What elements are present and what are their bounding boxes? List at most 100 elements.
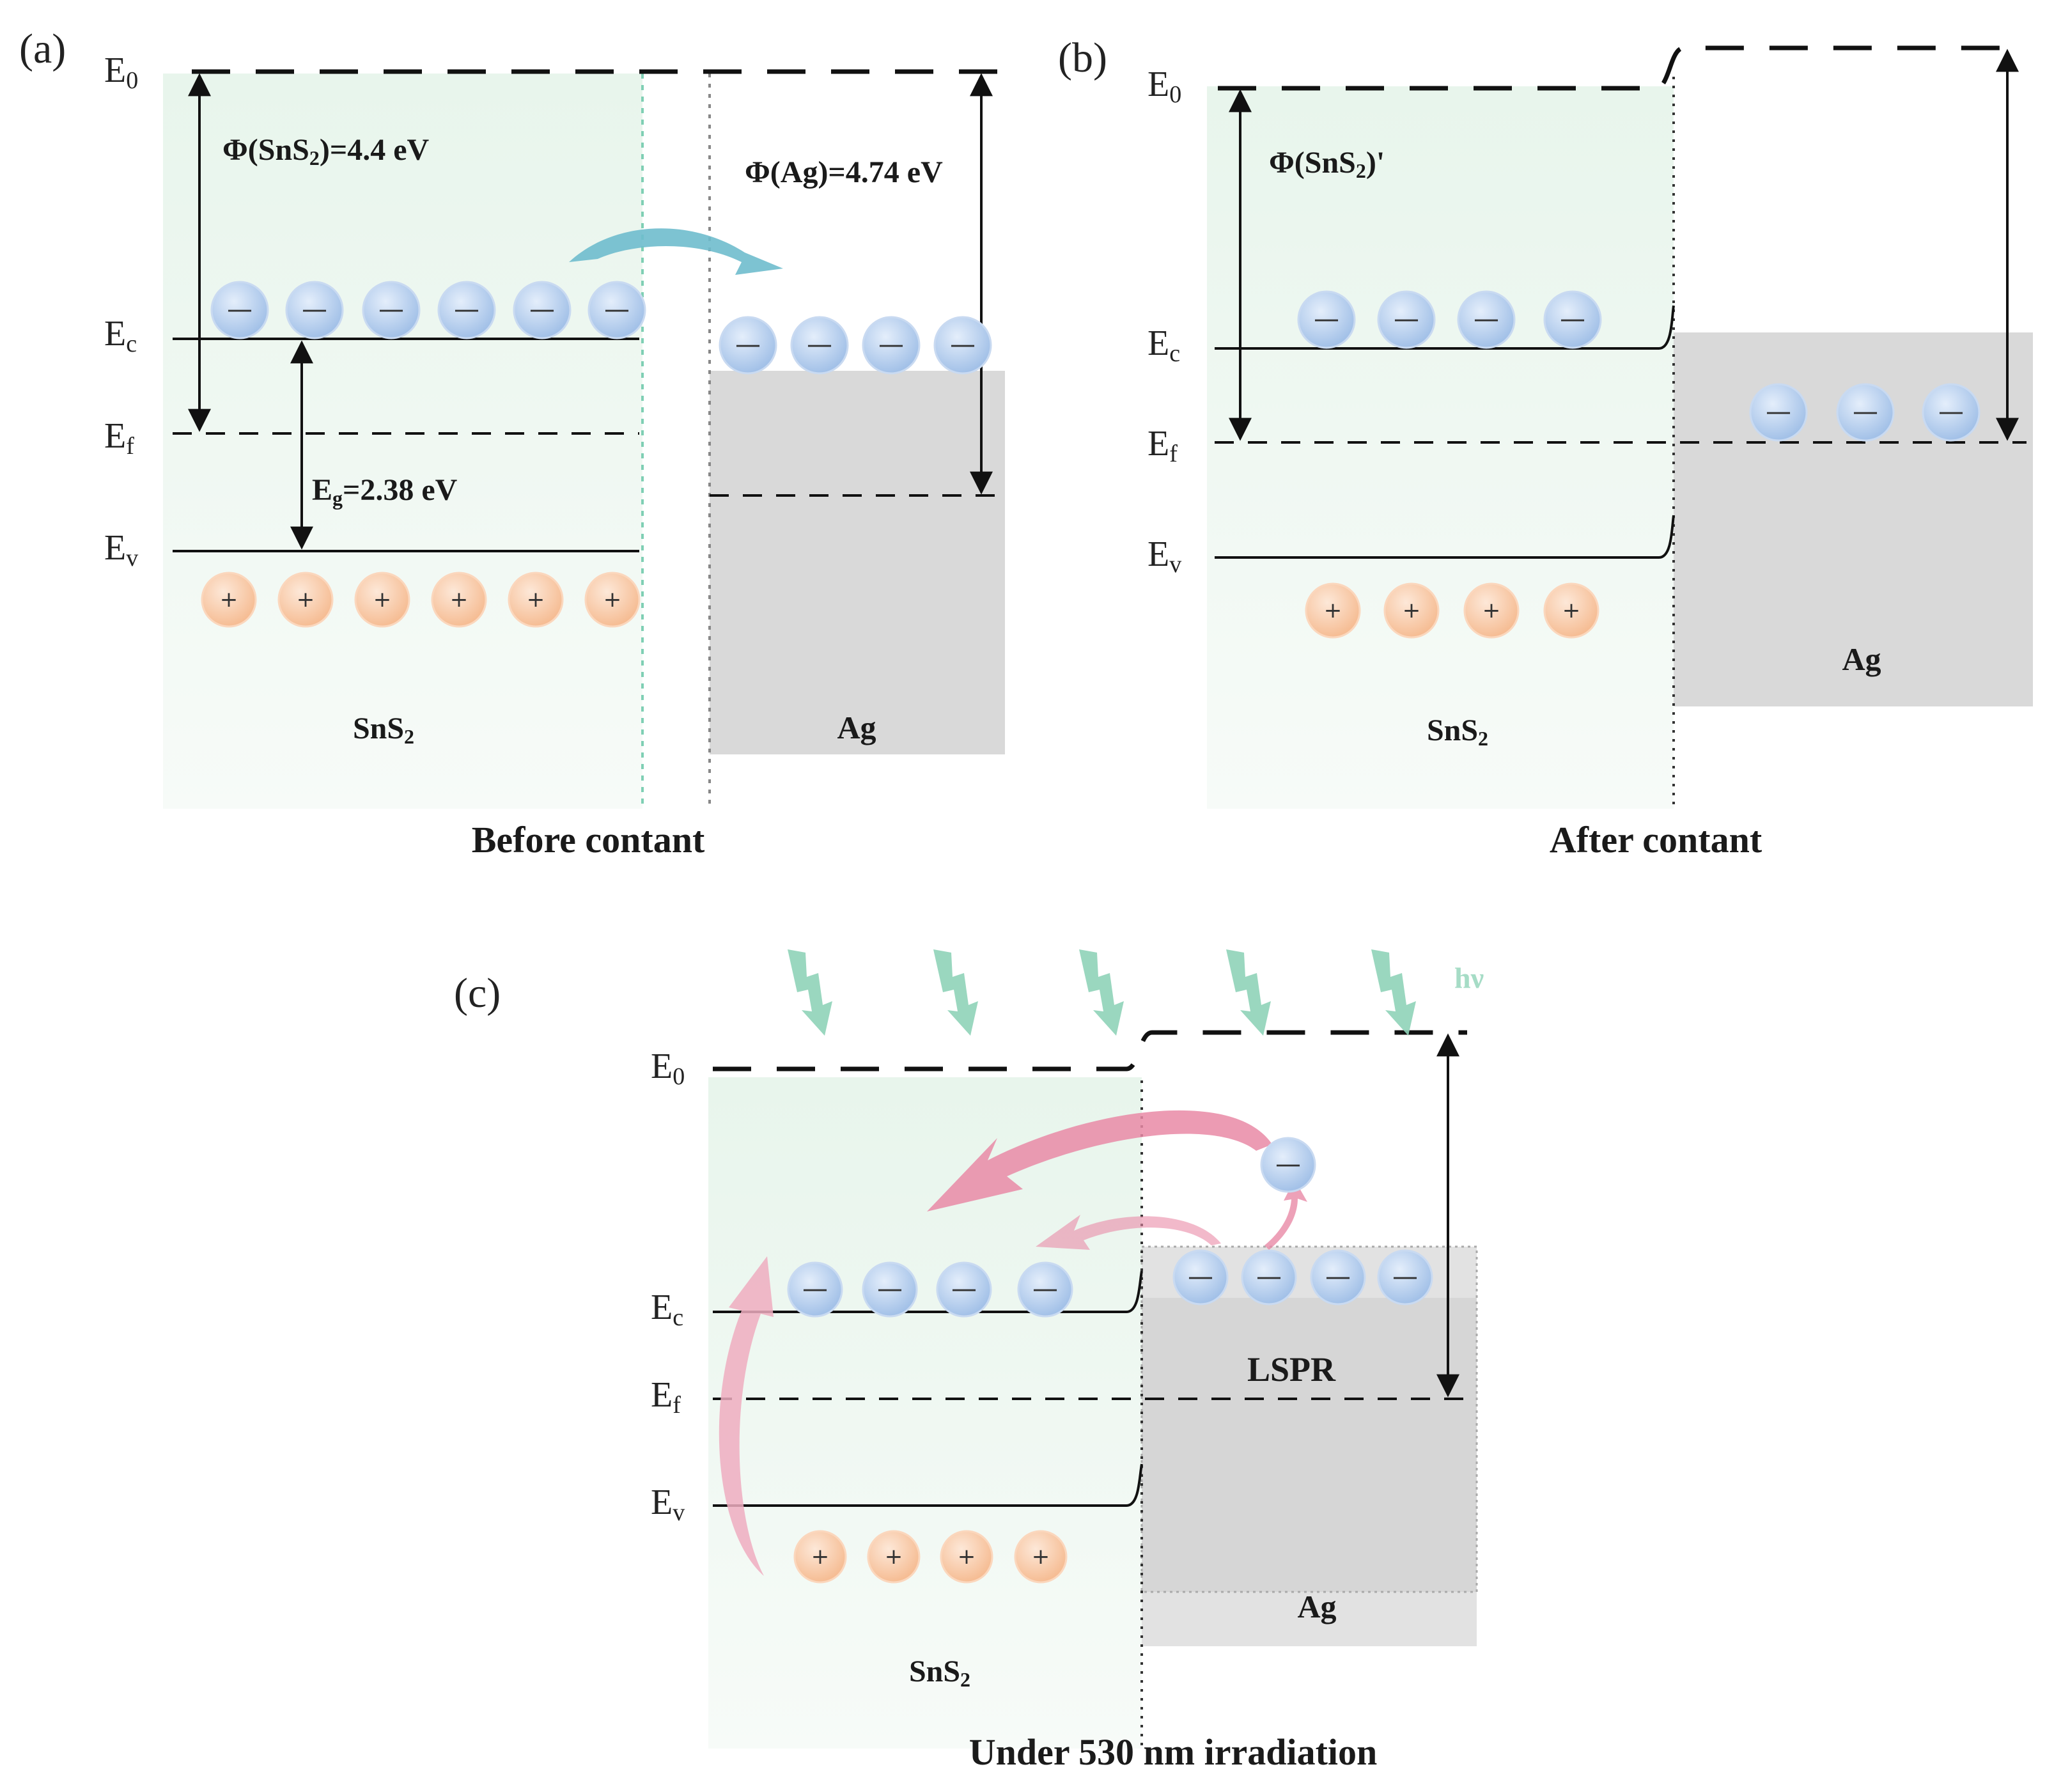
e0-label-c: E0 — [651, 1047, 685, 1090]
hole: + — [867, 1530, 921, 1584]
electron: — — [1836, 383, 1895, 442]
svg-text:—: — — [1938, 397, 1964, 426]
sns2-region-c — [708, 1077, 1142, 1749]
electron-transfer-arrow — [569, 228, 783, 275]
light-bolt-icon — [788, 949, 832, 1036]
electron: — — [933, 316, 992, 375]
svg-text:+: + — [527, 587, 545, 612]
electron: — — [362, 281, 421, 339]
svg-text:—: — — [877, 1274, 903, 1304]
svg-text:—: — — [1853, 397, 1878, 426]
electron: — — [1457, 290, 1516, 349]
e0-label-a: E0 — [104, 51, 138, 94]
electron: — — [1922, 383, 1980, 442]
hole: + — [508, 572, 564, 628]
light-bolt-icon — [1371, 949, 1416, 1036]
electron: — — [1260, 1137, 1316, 1193]
conduction-band-c — [713, 1270, 1143, 1313]
hole: + — [1383, 582, 1440, 639]
svg-text:+: + — [373, 587, 392, 612]
electron: — — [285, 281, 344, 339]
svg-text:—: — — [950, 330, 976, 359]
sns2-label-c: SnS2 — [909, 1655, 970, 1691]
svg-text:—: — — [604, 295, 630, 324]
electron: — — [1543, 290, 1602, 349]
ev-label-a: Ev — [104, 528, 138, 572]
electrons-b: — — — — — — — — [1297, 290, 1980, 442]
e0-label-b: E0 — [1148, 65, 1181, 108]
vacuum-level-c — [713, 1030, 1467, 1071]
light-bolt-icon — [933, 949, 978, 1036]
svg-text:—: — — [951, 1274, 977, 1304]
electron: — — [587, 281, 646, 339]
electrons-a: — — — — — — — — — — — [210, 281, 992, 375]
hole: + — [793, 1530, 847, 1584]
ec-label-b: Ec — [1148, 323, 1180, 367]
electron: — — [1297, 290, 1356, 349]
phi-sns2-label: Φ(SnS2)=4.4 eV — [222, 133, 430, 169]
hole: + — [1463, 582, 1520, 639]
svg-text:+: + — [1032, 1544, 1050, 1570]
svg-text:+: + — [811, 1544, 830, 1570]
hv-label: hν — [1454, 962, 1484, 994]
panel-b: (b) E0 Ec Ef Ev Φ(SnS2)' — — — — — — — + + + + Sn… — [1058, 35, 2033, 861]
svg-text:—: — — [302, 295, 327, 324]
caption-a: Before contant — [472, 819, 705, 861]
svg-text:—: — — [1560, 304, 1585, 334]
hole: + — [940, 1530, 993, 1584]
caption-b: After contant — [1550, 819, 1762, 861]
electron: — — [790, 316, 849, 375]
ef-label-b: Ef — [1148, 424, 1178, 467]
svg-text:+: + — [1482, 598, 1501, 623]
svg-text:—: — — [378, 295, 404, 324]
hole: + — [431, 572, 487, 628]
conduction-band-b — [1215, 305, 1675, 350]
sns2-region-a — [163, 74, 642, 809]
hole: + — [277, 572, 334, 628]
svg-text:—: — — [735, 330, 761, 359]
light-bolt-icon — [1079, 949, 1124, 1036]
svg-text:—: — — [1394, 304, 1419, 334]
svg-text:+: + — [1403, 598, 1421, 623]
svg-text:+: + — [1324, 598, 1342, 623]
valence-band-c — [713, 1463, 1143, 1507]
electron: — — [787, 1261, 843, 1318]
svg-text:+: + — [297, 587, 315, 612]
svg-text:+: + — [220, 587, 238, 612]
svg-text:—: — — [227, 295, 253, 324]
ag-label-a: Ag — [837, 710, 876, 745]
svg-text:—: — — [802, 1274, 828, 1304]
svg-text:—: — — [529, 295, 555, 324]
svg-text:+: + — [1562, 598, 1581, 623]
electron: — — [1017, 1261, 1073, 1318]
vacuum-level-b — [1218, 45, 2020, 91]
hole: + — [201, 572, 257, 628]
electron: — — [862, 316, 921, 375]
holes-c: + + + + — [793, 1530, 1068, 1584]
svg-text:+: + — [958, 1544, 976, 1570]
light-bolts — [788, 949, 1416, 1036]
light-bolt-icon — [1226, 949, 1271, 1036]
electron: — — [862, 1261, 918, 1318]
svg-text:—: — — [1188, 1262, 1213, 1291]
electrons-c: — — — — — — — — — — [787, 1137, 1433, 1318]
svg-text:—: — — [807, 330, 832, 359]
hole: + — [354, 572, 410, 628]
panel-a: (a) E0 Ec Ef Ev Φ(SnS2)=4.4 eV Φ(Ag)=4.7… — [19, 26, 1005, 861]
ev-label-b: Ev — [1148, 534, 1181, 578]
svg-text:—: — — [1474, 304, 1499, 334]
electron: — — [936, 1261, 992, 1318]
ef-label-a: Ef — [104, 416, 134, 460]
hole: + — [1305, 582, 1361, 639]
electron: — — [513, 281, 572, 339]
bandgap-label: Eg=2.38 eV — [312, 473, 458, 510]
svg-text:—: — — [1275, 1149, 1301, 1179]
electron: — — [719, 316, 777, 375]
svg-text:+: + — [450, 587, 469, 612]
svg-text:—: — — [1766, 397, 1791, 426]
electron: — — [1310, 1249, 1366, 1305]
svg-text:—: — — [1256, 1262, 1282, 1291]
interband-excitation-arrow — [719, 1256, 774, 1576]
hot-electron-injection-arrow — [927, 1110, 1272, 1212]
